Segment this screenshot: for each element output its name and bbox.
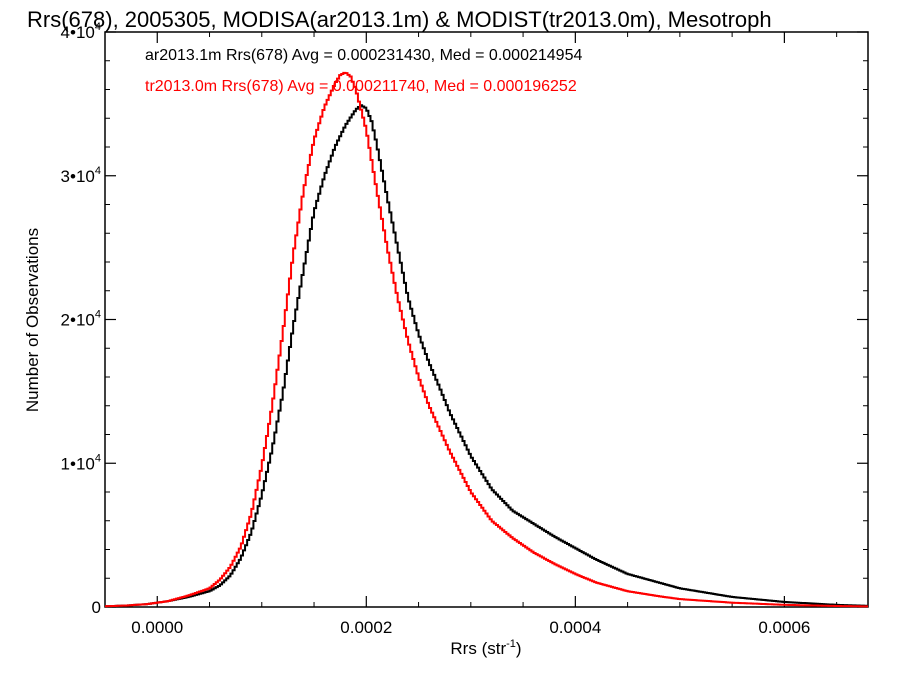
y-tick-label: 2•104 (61, 309, 101, 330)
series-lines (105, 71, 868, 608)
legend-tr2013: tr2013.0m Rrs(678) Avg = 0.000211740, Me… (145, 78, 577, 95)
y-tick-label-base: 3•10 (61, 167, 95, 186)
series-line-ar2013-1m (105, 104, 868, 608)
y-tick-label-exponent: 4 (95, 21, 101, 33)
chart-title: Rrs(678), 2005305, MODISA(ar2013.1m) & M… (27, 7, 772, 32)
x-tick-label: 0.0002 (340, 618, 392, 637)
legend-ar2013: ar2013.1m Rrs(678) Avg = 0.000231430, Me… (145, 47, 582, 64)
x-axis-label: Rrs (str-1) (450, 638, 521, 658)
x-tick-label: 0.0000 (131, 618, 183, 637)
y-tick-label: 1•104 (61, 452, 101, 473)
x-axis: 0.0000 0.0002 0.0004 0.0006 (104, 32, 838, 637)
x-tick-label: 0.0006 (758, 618, 810, 637)
y-tick-label-exponent: 4 (95, 452, 101, 464)
plot-frame (104, 31, 869, 608)
y-axis-label: Number of Observations (23, 228, 42, 412)
y-tick-label-base: 4•10 (61, 23, 95, 42)
series-line-tr2013-0m (105, 71, 868, 608)
y-tick-label: 0 (92, 598, 101, 617)
y-tick-label: 3•104 (61, 165, 101, 186)
y-tick-label-exponent: 4 (95, 309, 101, 321)
x-axis-label-superscript: -1 (506, 638, 516, 650)
y-tick-label-base: 2•10 (61, 311, 95, 330)
y-tick-label: 4•104 (61, 21, 101, 42)
x-axis-label-end: ) (516, 639, 522, 658)
x-axis-label-main: Rrs (str (450, 639, 506, 658)
y-tick-label-base: 1•10 (61, 454, 95, 473)
plot-area (104, 31, 869, 608)
y-tick-label-base: 0 (92, 598, 101, 617)
x-tick-label: 0.0004 (549, 618, 601, 637)
y-tick-label-exponent: 4 (95, 165, 101, 177)
